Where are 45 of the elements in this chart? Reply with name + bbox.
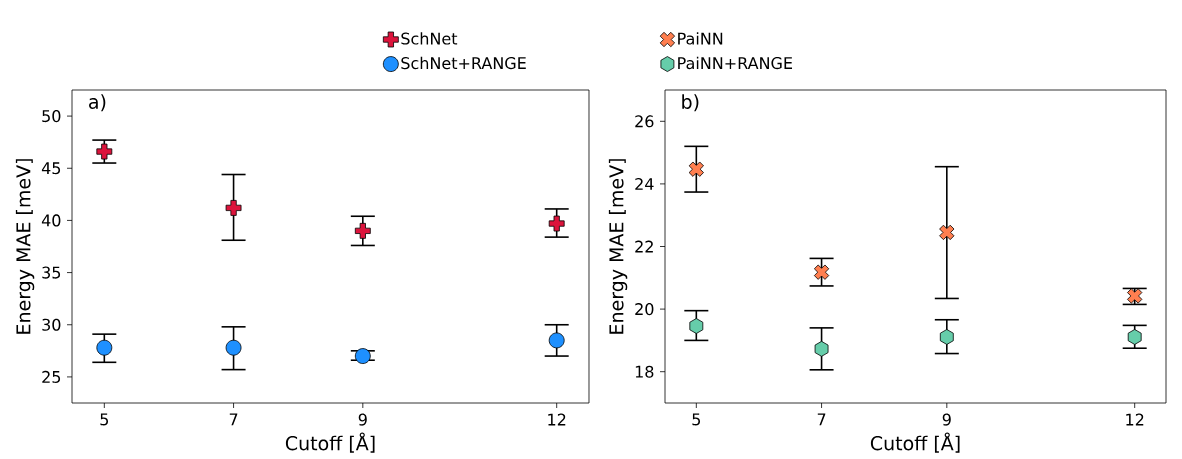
point [548, 215, 565, 232]
point [688, 161, 704, 177]
point [225, 339, 242, 356]
y-tick-label: 20 [635, 303, 654, 316]
x-axis-title: Cutoff [Å] [285, 432, 375, 453]
y-tick-label: 35 [42, 266, 61, 279]
legend-label: SchNet+RANGE [401, 56, 526, 70]
point [939, 224, 955, 241]
y-tick-label: 50 [42, 110, 61, 123]
x-tick-label: 7 [817, 413, 826, 426]
y-axis-title: Energy MAE [meV] [15, 159, 35, 334]
point [939, 329, 954, 345]
y-tick-label: 25 [42, 370, 61, 383]
legend-label: SchNet [401, 32, 458, 45]
point [96, 339, 113, 356]
point [548, 332, 565, 349]
x-tick-label: 9 [358, 413, 367, 426]
point [813, 264, 830, 280]
point [1127, 329, 1142, 345]
y-tick-label: 18 [635, 365, 654, 378]
point [354, 222, 371, 239]
point [96, 143, 113, 160]
y-tick-label: 26 [635, 115, 654, 128]
point [225, 200, 242, 216]
point [354, 348, 371, 364]
chart-title: b) [682, 94, 699, 112]
x-tick-label: 12 [1126, 413, 1144, 426]
x-tick-label: 12 [548, 413, 566, 426]
x-tick-label: 5 [692, 413, 701, 426]
y-tick-label: 22 [635, 240, 653, 253]
x-axis-title: Cutoff [Å] [870, 432, 960, 453]
y-tick-label: 45 [41, 162, 61, 175]
y-tick-label: 30 [42, 318, 61, 331]
point [1127, 288, 1143, 304]
x-tick-label: 9 [942, 413, 951, 426]
chart-title: a) [89, 94, 106, 112]
y-tick-label: 40 [41, 214, 61, 227]
point [689, 318, 704, 334]
legend-label: PaiNN [678, 32, 723, 45]
x-tick-label: 7 [229, 413, 238, 426]
x-tick-label: 5 [100, 413, 109, 426]
point [814, 340, 829, 357]
legend-label: PaiNN+RANGE [678, 56, 793, 70]
y-tick-label: 24 [635, 177, 654, 190]
y-axis-title: Energy MAE [meV] [608, 159, 628, 334]
